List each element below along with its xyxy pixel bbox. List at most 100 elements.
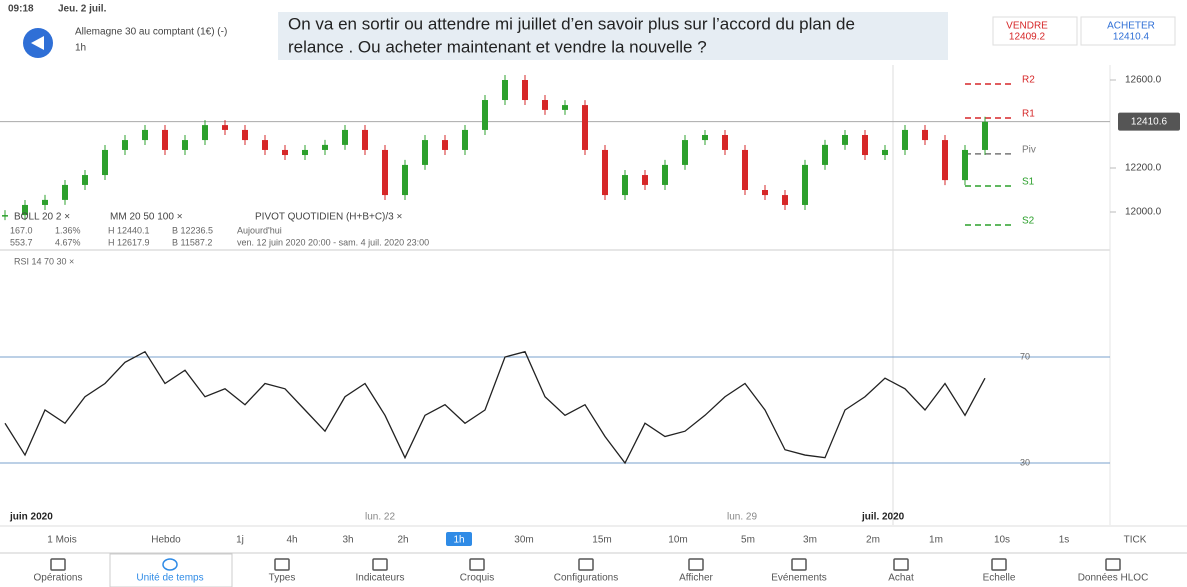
tool-label[interactable]: Données HLOC (1078, 573, 1149, 584)
tool-icon (274, 558, 290, 571)
tool-label[interactable]: Opérations (34, 573, 83, 584)
candle (322, 144, 328, 150)
tool-label[interactable]: Types (269, 573, 296, 584)
candle (722, 135, 728, 150)
timeframe-option[interactable]: 5m (741, 535, 755, 546)
stat-text: H 12617.9 (108, 237, 150, 247)
candle (42, 199, 48, 205)
comment-box (278, 12, 948, 60)
x-axis-label: lun. 22 (365, 512, 395, 523)
candle (522, 80, 528, 101)
candle (302, 149, 308, 156)
timeframe-option[interactable]: 4h (286, 535, 297, 546)
tool-icon (688, 558, 704, 571)
candle (22, 204, 28, 216)
tool-label[interactable]: Unité de temps (136, 573, 203, 584)
stat-text: ven. 12 juin 2020 20:00 - sam. 4 juil. 2… (237, 237, 429, 247)
timeframe-option[interactable]: 2h (397, 535, 408, 546)
pivot-label: Piv (1022, 145, 1036, 156)
timeframe-option[interactable]: 3h (342, 535, 353, 546)
timeframe-option[interactable]: 1m (929, 535, 943, 546)
tool-label[interactable]: Echelle (983, 573, 1016, 584)
tool-icon (162, 558, 178, 571)
candle (762, 190, 768, 196)
candle (422, 140, 428, 165)
candle (182, 140, 188, 150)
back-icon (31, 36, 44, 50)
candle (382, 149, 388, 196)
dynamic-layer: 12600.0 12200.0 12000.0 12410.6 R2 R1 Piv S1 S2 B… (0, 75, 1180, 587)
status-date: Jeu. 2 juil. (58, 4, 107, 15)
stat-text: H 12440.1 (108, 225, 150, 235)
timeframe-option[interactable]: 1j (236, 535, 244, 546)
stat-text: 1.36% (55, 225, 81, 235)
tool-label[interactable]: Indicateurs (356, 573, 405, 584)
current-price-label: 12410.6 (1131, 116, 1168, 127)
candle (682, 140, 688, 165)
sell-button[interactable] (992, 16, 1078, 46)
candle (942, 140, 948, 181)
pivot-label: R2 (1022, 75, 1035, 86)
timeframe-option[interactable]: 30m (514, 535, 533, 546)
rsi-label: RSI 14 70 30 × (14, 256, 74, 266)
timeframe-option[interactable]: 10m (668, 535, 687, 546)
candle (282, 149, 288, 156)
tool-label[interactable]: Afficher (679, 573, 713, 584)
timeframe-option[interactable]: 15m (592, 535, 611, 546)
price-tick-label: 12000.0 (1125, 207, 1162, 218)
timeframe-option[interactable]: 3m (803, 535, 817, 546)
tool-label[interactable]: Evénements (771, 573, 827, 584)
candle (882, 149, 888, 156)
current-price-tag (1118, 112, 1180, 131)
status-time: 09:18 (8, 4, 34, 15)
timeframe-option[interactable]: 1s (1059, 535, 1070, 546)
tool-label[interactable]: Achat (888, 573, 914, 584)
candle (982, 121, 988, 150)
tool-icon (1105, 558, 1121, 571)
timeframe-option[interactable]: TICK (1124, 535, 1147, 546)
candle (2, 215, 8, 217)
candle (582, 105, 588, 150)
candle (342, 129, 348, 145)
tool-icon (469, 558, 485, 571)
candle (362, 129, 368, 150)
candle (842, 135, 848, 145)
buy-button[interactable] (1080, 16, 1176, 46)
x-axis-label: lun. 29 (727, 512, 757, 523)
pivot-label: S2 (1022, 216, 1035, 227)
stat-text: B 12236.5 (172, 225, 213, 235)
timeframe-option[interactable]: 10s (994, 535, 1010, 546)
timeframe-option[interactable]: Hebdo (151, 535, 181, 546)
tool-label[interactable]: Croquis (460, 573, 494, 584)
candle (482, 100, 488, 130)
candle (902, 129, 908, 150)
candle (402, 164, 408, 196)
instrument-name: Allemagne 30 au comptant (1€) (-) (75, 27, 227, 38)
timeframe-option[interactable]: 1 Mois (47, 535, 76, 546)
price-tick-label: 12600.0 (1125, 75, 1162, 86)
candle (822, 144, 828, 165)
pivot-label: R1 (1022, 109, 1035, 120)
candle (122, 140, 128, 150)
candle (602, 149, 608, 196)
timeframe-option[interactable]: 2m (866, 535, 880, 546)
candle (862, 135, 868, 156)
pivot-label: S1 (1022, 177, 1035, 188)
candle (702, 135, 708, 141)
candle (622, 175, 628, 196)
tool-icon (50, 558, 66, 571)
stat-text: Aujourd'hui (237, 225, 282, 235)
comment-line: On va en sortir ou attendre mi juillet d… (288, 14, 855, 33)
tool-icon (893, 558, 909, 571)
candle (802, 164, 808, 205)
tool-icon (991, 558, 1007, 571)
candle (502, 80, 508, 101)
x-axis-label: juin 2020 (9, 512, 53, 523)
sell-label: VENDRE (1006, 21, 1048, 32)
tool-label[interactable]: Configurations (554, 573, 618, 584)
tool-icon (578, 558, 594, 571)
indicator-label: PIVOT QUOTIDIEN (H+B+C)/3 × (255, 212, 403, 223)
timeframe-option[interactable]: 1h (453, 535, 464, 546)
